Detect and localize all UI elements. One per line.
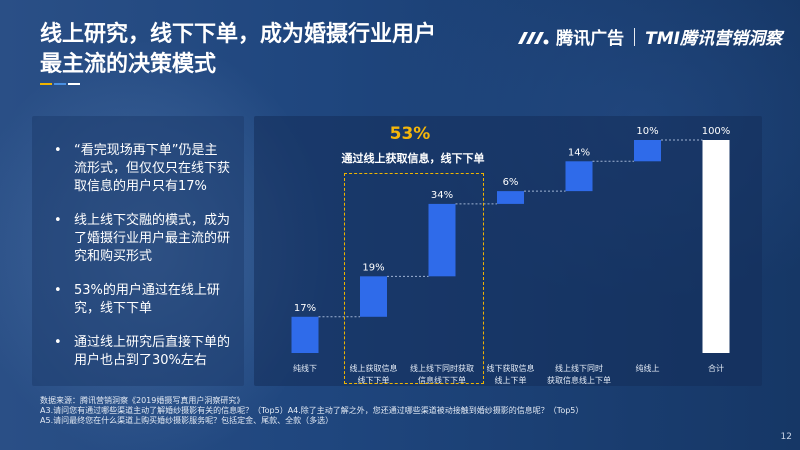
footnote-source: 数据来源：腾讯营销洞察《2019婚摄写真用户洞察研究》 xyxy=(40,396,245,405)
bar-1 xyxy=(291,316,319,353)
insight-bullet-1: “看完现场再下单”仍是主流形式，但仅仅只在线下获取信息的用户只有17% xyxy=(52,142,230,196)
bar-2 xyxy=(360,276,387,317)
category-label-2: 线上获取信息 xyxy=(350,363,398,373)
category-label-2: 线下下单 xyxy=(358,375,390,385)
bar-7 xyxy=(702,140,730,353)
bar-6 xyxy=(634,140,661,162)
value-label-5: 14% xyxy=(568,147,590,158)
underline-yellow xyxy=(40,83,52,85)
footnote: 数据来源：腾讯营销洞察《2019婚摄写真用户洞察研究》 A3.请问您有通过哪些渠… xyxy=(40,396,760,426)
category-label-6: 纯线上 xyxy=(636,363,660,373)
highlight-label: 通过线上获取信息，线下下单 xyxy=(341,152,485,165)
category-label-1: 纯线下 xyxy=(293,363,317,373)
highlight-box xyxy=(344,173,484,384)
brand-header: 腾讯广告 TMI腾讯营销洞察 xyxy=(516,24,782,49)
insight-bullet-3: 53%的用户通过在线上研究，线下下单 xyxy=(52,282,230,318)
footnote-question-a5: A5.请问最终您在什么渠道上购买婚纱摄影服务呢？包括定金、尾款、全款（多选） xyxy=(40,416,334,425)
value-label-3: 34% xyxy=(431,190,453,201)
category-label-7: 合计 xyxy=(708,363,724,373)
category-label-5: 线上线下同时 xyxy=(555,363,603,373)
brand-name: 腾讯广告 xyxy=(556,29,625,49)
insights-panel: “看完现场再下单”仍是主流形式，但仅仅只在线下获取信息的用户只有17% 线上线下… xyxy=(32,116,244,386)
value-label-1: 17% xyxy=(294,303,316,314)
value-label-6: 10% xyxy=(636,126,658,137)
bar-5 xyxy=(565,161,593,192)
footnote-question-a3: A3.请问您有通过哪些渠道主动了解婚纱摄影有关的信息呢？（Top5）A4.除了主… xyxy=(40,406,584,415)
value-label-7: 100% xyxy=(702,126,731,137)
slide-title-line-2: 最主流的决策模式 xyxy=(40,52,217,77)
value-label-2: 19% xyxy=(362,262,384,273)
brand-subtitle: TMI腾讯营销洞察 xyxy=(645,29,782,49)
category-label-3: 线上线下同时获取 xyxy=(410,363,474,373)
tencent-ads-logo-icon xyxy=(518,31,549,44)
bar-4 xyxy=(497,191,524,204)
underline-blue xyxy=(54,83,66,85)
insight-bullet-2: 线上线下交融的模式，成为了婚摄行业用户最主流的研究和购买形式 xyxy=(52,212,230,266)
underline-white xyxy=(68,83,80,85)
category-label-4: 线下获取信息 xyxy=(487,363,535,373)
page-number: 12 xyxy=(780,432,792,442)
insight-bullet-4: 通过线上研究后直接下单的用户也占到了30%左右 xyxy=(52,334,230,370)
bar-3 xyxy=(428,203,456,277)
brand-separator xyxy=(634,27,636,46)
value-label-4: 6% xyxy=(503,177,519,188)
category-label-4: 线上下单 xyxy=(495,375,527,385)
slide-title-line-1: 线上研究，线下下单，成为婚摄行业用户 xyxy=(40,22,437,47)
slide-title: 线上研究，线下下单，成为婚摄行业用户 最主流的决策模式 xyxy=(40,20,436,80)
title-underline xyxy=(40,83,80,85)
category-label-5: 获取信息线上下单 xyxy=(547,375,611,385)
chart-panel xyxy=(254,116,762,386)
category-label-3: 信息线下下单 xyxy=(418,375,466,385)
highlight-value: 53% xyxy=(389,124,431,144)
